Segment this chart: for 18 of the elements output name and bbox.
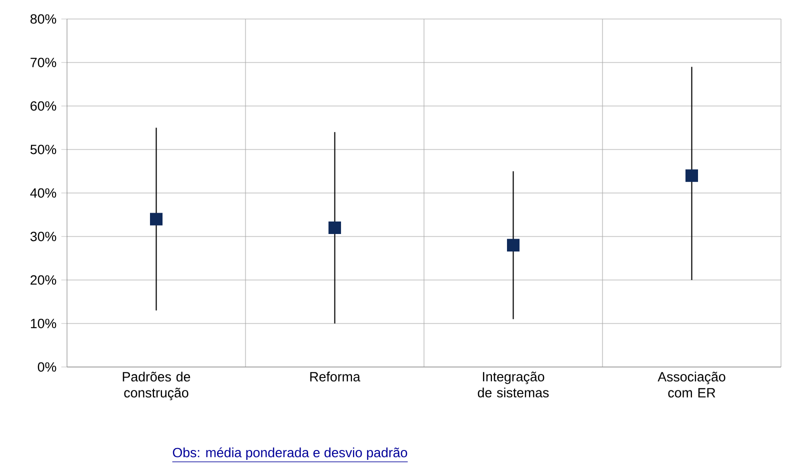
y-tick-label: 40% — [30, 188, 56, 198]
y-tick-label: 60% — [30, 101, 56, 111]
y-tick-label: 80% — [30, 14, 56, 24]
x-tick-label: Reforma — [310, 372, 360, 382]
y-tick-label: 0% — [38, 362, 56, 372]
x-tick-label: Padrões de construção — [122, 372, 190, 400]
point — [685, 169, 698, 182]
text: Obs: média ponderada e desvio padrão — [172, 447, 408, 460]
y-tick-label: 20% — [30, 275, 56, 285]
x-tick-label: Associação com ER — [658, 372, 726, 398]
y-tick-label: 70% — [30, 58, 56, 68]
point — [506, 238, 520, 252]
point — [328, 222, 342, 234]
y-tick-label: 30% — [30, 232, 56, 242]
y-tick-label: 50% — [30, 144, 56, 154]
x-tick-label: Integração de sistemas — [478, 372, 549, 398]
y-tick-label: 10% — [30, 318, 56, 328]
point — [150, 212, 163, 226]
